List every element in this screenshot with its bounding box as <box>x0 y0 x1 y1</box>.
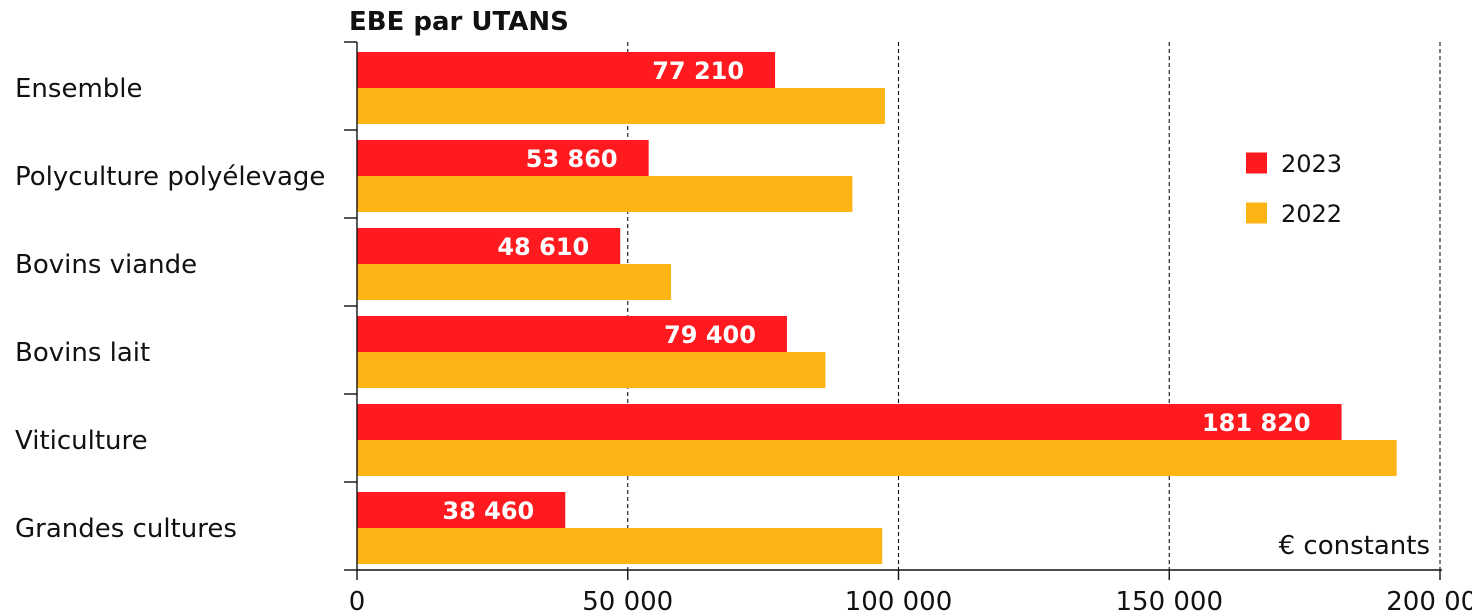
x-tick-label-4: 200 000 <box>1386 587 1472 614</box>
bar-2023-3 <box>357 316 787 352</box>
data-label-3: 79 400 <box>664 321 756 349</box>
chart-title: EBE par UTANS <box>349 7 569 37</box>
category-label-4: Viticulture <box>15 426 148 456</box>
x-tick-label-2: 100 000 <box>845 587 953 614</box>
bar-2023-2 <box>357 228 621 264</box>
category-label-2: Bovins viande <box>15 250 197 280</box>
data-label-4: 181 820 <box>1202 409 1311 437</box>
bar-2023-1 <box>357 140 649 176</box>
data-label-2: 48 610 <box>497 233 589 261</box>
legend-label-2022: 2022 <box>1281 200 1342 228</box>
x-tick-label-1: 50 000 <box>582 587 673 614</box>
legend-label-2023: 2023 <box>1281 150 1342 178</box>
bar-2023-0 <box>357 52 776 88</box>
category-label-0: Ensemble <box>15 74 143 104</box>
data-label-1: 53 860 <box>526 145 618 173</box>
bar-2022-0 <box>357 88 885 124</box>
bar-2023-5 <box>357 492 566 528</box>
bar-2022-4 <box>357 440 1397 476</box>
legend-swatch-2022 <box>1246 202 1267 224</box>
x-tick-label-0: 0 <box>349 587 366 614</box>
bar-2022-2 <box>357 264 672 300</box>
x-tick-label-3: 150 000 <box>1115 587 1223 614</box>
data-label-0: 77 210 <box>652 57 744 85</box>
bar-2023-4 <box>357 404 1342 440</box>
legend-swatch-2023 <box>1246 152 1267 174</box>
bar-2022-1 <box>357 176 853 212</box>
bar-2022-5 <box>357 528 883 564</box>
category-label-5: Grandes cultures <box>15 514 237 544</box>
data-label-5: 38 460 <box>442 497 534 525</box>
bar-2022-3 <box>357 352 826 388</box>
category-label-3: Bovins lait <box>15 338 150 368</box>
category-label-1: Polyculture polyélevage <box>15 162 325 192</box>
unit-label: € constants <box>1279 531 1430 561</box>
